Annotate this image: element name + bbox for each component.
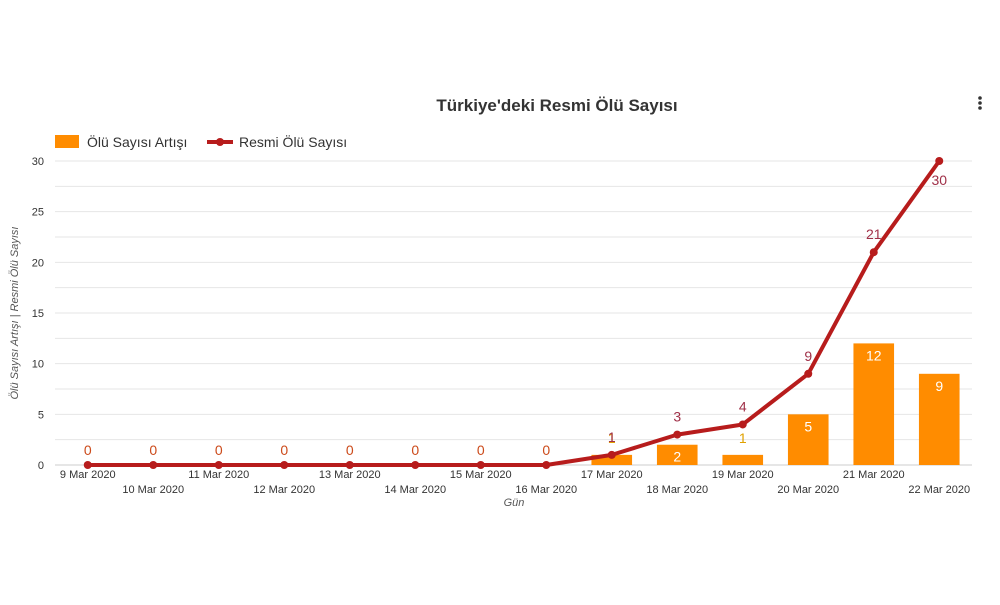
line-point[interactable]: [542, 461, 551, 469]
chart-title: Türkiye'deki Resmi Ölü Sayısı: [436, 96, 677, 115]
line-data-label: 0: [411, 442, 419, 458]
line-data-label: 0: [542, 442, 550, 458]
x-axis-ticks: 9 Mar 2020 10 Mar 2020 11 Mar 2020 12 Mar 2…: [60, 469, 970, 496]
line-data-label: 0: [477, 442, 485, 458]
line-data-label: 4: [739, 398, 747, 414]
bar-data-label: 1: [739, 430, 747, 446]
kebab-menu-icon: [978, 96, 982, 110]
legend-line-label: Resmi Ölü Sayısı: [239, 133, 347, 150]
line-point[interactable]: [869, 248, 878, 257]
line-point[interactable]: [214, 461, 223, 469]
line-point[interactable]: [476, 461, 485, 469]
line-point[interactable]: [345, 461, 354, 469]
bar[interactable]: [787, 414, 829, 465]
legend-item-bar[interactable]: Ölü Sayısı Artışı: [55, 133, 187, 150]
gridlines: [55, 160, 972, 466]
line-data-label: 1: [608, 429, 616, 445]
x-tick-label: 11 Mar 2020: [188, 469, 249, 481]
y-tick-label: 15: [32, 308, 44, 320]
y-tick-label: 5: [38, 409, 44, 421]
line-point[interactable]: [83, 461, 92, 469]
x-tick-label: 21 Mar 2020: [843, 469, 905, 481]
bar[interactable]: [853, 343, 895, 465]
line-point[interactable]: [673, 430, 682, 439]
line-point[interactable]: [935, 157, 944, 165]
line-data-label: 30: [931, 172, 947, 188]
x-tick-label: 22 Mar 2020: [908, 484, 970, 496]
bar-data-label: 9: [935, 378, 943, 394]
legend: Ölü Sayısı Artışı Resmi Ölü Sayısı: [55, 133, 347, 150]
x-tick-label: 9 Mar 2020: [60, 469, 116, 481]
x-tick-label: 17 Mar 2020: [581, 469, 643, 481]
x-tick-label: 14 Mar 2020: [384, 484, 446, 496]
y-axis-title: Ölü Sayısı Artışı | Resmi Ölü Sayısı: [9, 227, 21, 400]
line-data-label: 9: [804, 348, 812, 364]
line-data-label: 0: [84, 442, 92, 458]
x-tick-label: 16 Mar 2020: [515, 484, 577, 496]
line-point[interactable]: [607, 450, 616, 459]
x-tick-label: 18 Mar 2020: [646, 484, 708, 496]
line-point[interactable]: [149, 461, 158, 469]
line-data-label: 21: [866, 226, 882, 242]
x-tick-label: 12 Mar 2020: [253, 484, 315, 496]
y-axis-ticks: 0 5 10 15 20 25 30: [32, 156, 44, 472]
bar[interactable]: [656, 444, 698, 465]
x-axis-title: Gün: [504, 497, 525, 509]
x-tick-label: 13 Mar 2020: [319, 469, 381, 481]
legend-line-marker: [216, 138, 224, 146]
legend-bar-swatch: [55, 135, 79, 148]
x-tick-label: 10 Mar 2020: [122, 484, 184, 496]
legend-bar-label: Ölü Sayısı Artışı: [87, 133, 187, 150]
bar[interactable]: [591, 454, 633, 465]
line-data-label: 0: [215, 442, 223, 458]
legend-item-line[interactable]: Resmi Ölü Sayısı: [207, 133, 347, 150]
line-point[interactable]: [804, 369, 813, 378]
bar-data-label: 2: [673, 449, 681, 465]
chart-menu-button[interactable]: [972, 94, 988, 112]
x-tick-label: 20 Mar 2020: [777, 484, 839, 496]
y-tick-label: 0: [38, 460, 44, 472]
line-point[interactable]: [738, 420, 747, 429]
bar[interactable]: [918, 373, 960, 465]
bar[interactable]: [722, 454, 764, 465]
y-tick-label: 30: [32, 156, 44, 168]
bar-data-label: 5: [804, 418, 812, 434]
line-data-label: 0: [149, 442, 157, 458]
y-tick-label: 10: [32, 359, 44, 371]
line-point[interactable]: [411, 461, 420, 469]
line-data-label: 0: [346, 442, 354, 458]
y-tick-label: 20: [32, 257, 44, 269]
line-data-label: 3: [673, 409, 681, 425]
y-tick-label: 25: [32, 207, 44, 219]
x-tick-label: 15 Mar 2020: [450, 469, 512, 481]
x-tick-label: 19 Mar 2020: [712, 469, 774, 481]
bar-data-label: 1: [608, 430, 616, 446]
bar-data-label: 12: [866, 347, 882, 363]
line-path: [87, 159, 941, 467]
line-point[interactable]: [280, 461, 289, 469]
line-data-label: 0: [280, 442, 288, 458]
